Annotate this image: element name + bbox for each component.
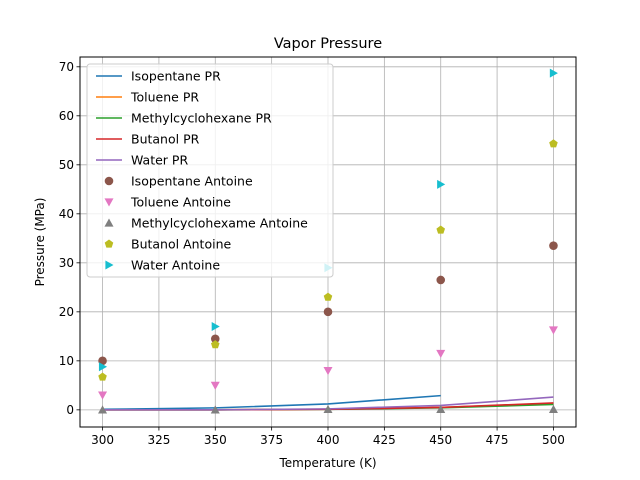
legend-entry: Isopentane Antoine xyxy=(104,174,253,189)
legend-swatch xyxy=(104,198,114,207)
legend-entry: Isopentane PR xyxy=(96,69,221,84)
legend-label: Isopentane PR xyxy=(131,69,221,84)
data-point xyxy=(436,275,446,285)
data-point xyxy=(98,362,108,372)
series-8 xyxy=(98,139,558,381)
data-point xyxy=(323,404,333,413)
x-axis-label: Temperature (K) xyxy=(278,456,376,470)
series-5 xyxy=(98,241,558,366)
x-tick-label: 450 xyxy=(429,433,452,447)
data-point xyxy=(98,405,108,414)
legend-swatch xyxy=(105,260,114,270)
series-7 xyxy=(98,404,558,414)
legend-label: Butanol Antoine xyxy=(131,237,231,252)
data-point xyxy=(98,356,107,366)
x-tick-label: 400 xyxy=(317,433,340,447)
data-point xyxy=(323,292,333,301)
y-tick-label: 10 xyxy=(59,354,74,368)
series-6 xyxy=(98,326,558,400)
data-point xyxy=(436,349,446,358)
data-point xyxy=(436,225,446,234)
y-tick-label: 20 xyxy=(59,305,74,319)
legend-label: Water PR xyxy=(131,153,188,168)
data-point xyxy=(210,340,220,349)
legend-label: Isopentane Antoine xyxy=(131,174,253,189)
legend-entry: Butanol PR xyxy=(96,132,200,147)
data-point xyxy=(98,391,108,400)
legend-entry: Butanol Antoine xyxy=(104,237,231,252)
x-tick-label: 475 xyxy=(486,433,509,447)
data-point xyxy=(549,68,558,78)
y-tick-label: 40 xyxy=(59,207,74,221)
y-tick-label: 70 xyxy=(59,60,74,74)
x-tick-label: 375 xyxy=(260,433,283,447)
plot-series xyxy=(98,68,558,414)
axis-ticks: 300 325 350 375 400 425 450 475 500 0 10 20 30 40 50 60… xyxy=(59,60,565,447)
legend-entry: Toluene PR xyxy=(96,90,199,105)
data-point xyxy=(437,179,446,189)
legend-box xyxy=(86,63,334,278)
data-point xyxy=(210,334,220,344)
data-point xyxy=(436,404,446,413)
y-tick-label: 50 xyxy=(59,158,74,172)
x-tick-label: 425 xyxy=(373,433,396,447)
legend-label: Methylcyclohexame Antoine xyxy=(131,216,308,231)
data-point xyxy=(549,139,558,148)
data-point xyxy=(211,322,220,332)
series-0 xyxy=(102,394,441,411)
legend-entry: Methylcyclohexame Antoine xyxy=(104,216,308,231)
legend-label: Methylcyclohexane PR xyxy=(131,111,272,126)
y-axis-label: Pressure (MPa) xyxy=(33,198,47,287)
x-tick-label: 300 xyxy=(91,433,114,447)
chart-title: Vapor Pressure xyxy=(274,36,382,52)
data-point xyxy=(323,367,333,376)
legend-entry: Toluene Antoine xyxy=(104,195,231,210)
data-point xyxy=(549,241,558,250)
legend: Isopentane PR Toluene PR Methylcyclohexane… xyxy=(86,63,334,278)
y-tick-label: 0 xyxy=(66,403,74,417)
legend-swatch xyxy=(104,218,114,227)
data-point xyxy=(548,326,558,335)
data-point xyxy=(210,381,220,390)
legend-label: Toluene Antoine xyxy=(130,195,231,210)
legend-entry: Methylcyclohexane PR xyxy=(96,111,272,126)
data-point xyxy=(98,372,107,381)
data-point xyxy=(210,405,220,414)
legend-entry: Water Antoine xyxy=(105,258,220,273)
legend-swatch xyxy=(104,176,114,186)
legend-label: Butanol PR xyxy=(131,132,200,147)
x-tick-label: 350 xyxy=(204,433,227,447)
data-point xyxy=(548,404,558,413)
x-tick-label: 500 xyxy=(542,433,565,447)
data-point xyxy=(323,307,333,317)
legend-label: Water Antoine xyxy=(131,258,220,273)
series-line xyxy=(102,394,441,411)
y-tick-label: 60 xyxy=(59,109,74,123)
y-tick-label: 30 xyxy=(59,256,74,270)
legend-entry: Water PR xyxy=(96,153,188,168)
legend-swatch xyxy=(104,239,114,248)
legend-label: Toluene PR xyxy=(130,90,199,105)
x-tick-label: 325 xyxy=(147,433,170,447)
